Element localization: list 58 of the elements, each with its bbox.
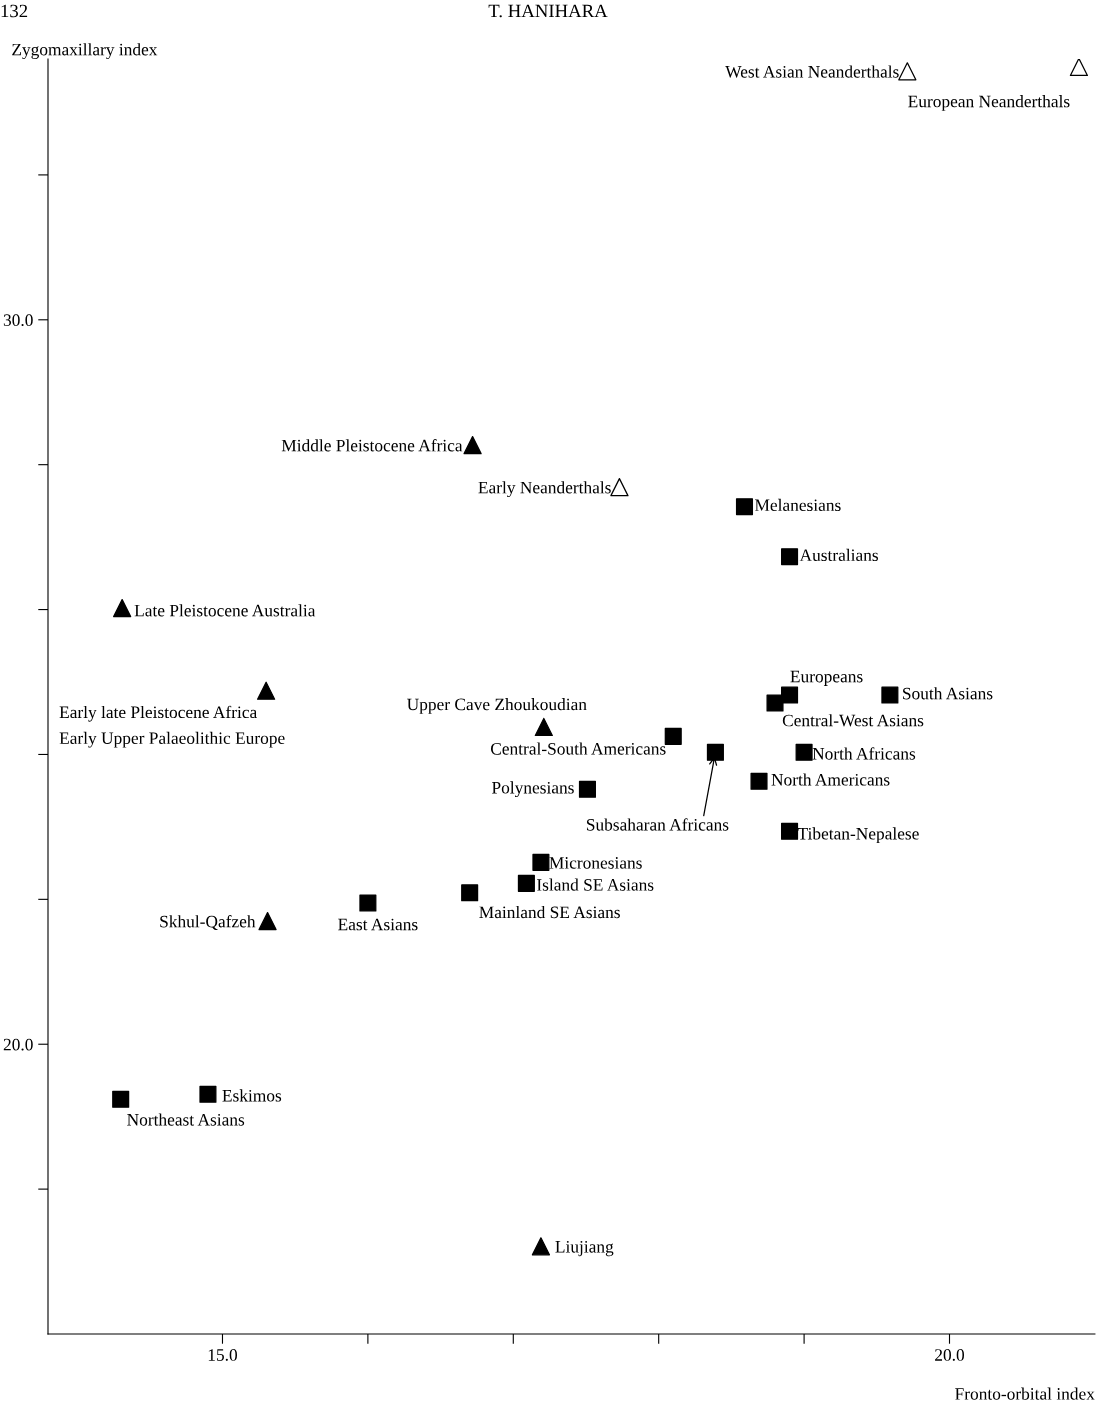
annotation: Eskimos xyxy=(222,1089,282,1102)
point xyxy=(463,435,482,455)
annotation: Skhul-Qafzeh xyxy=(160,915,256,931)
point xyxy=(461,884,479,902)
annotation: East Asians xyxy=(338,918,418,931)
annotation: Early late Pleistocene Africa xyxy=(59,705,257,722)
point xyxy=(795,743,813,761)
point xyxy=(258,911,277,931)
point xyxy=(531,1237,551,1256)
annotation: Late Pleistocene Australia xyxy=(134,604,316,617)
text: T. HANIHARA xyxy=(488,4,608,18)
point xyxy=(532,853,550,871)
annotation: Subsaharan Africans xyxy=(586,818,729,831)
annotation: Europeans xyxy=(790,670,863,686)
annotation: North Americans xyxy=(771,773,890,786)
point xyxy=(781,686,799,704)
point xyxy=(534,717,553,737)
annotation: Central-South Americans xyxy=(490,742,666,755)
point xyxy=(706,743,724,761)
point xyxy=(113,598,132,618)
annotation: West Asian Neanderthals xyxy=(725,65,899,78)
annotation: South Asians xyxy=(903,687,993,700)
point xyxy=(578,780,596,798)
annotation: Northeast Asians xyxy=(127,1113,245,1126)
text: 132 xyxy=(1,4,28,18)
y-axis-title: Zygomaxillary index xyxy=(12,43,158,59)
x-axis-title: Fronto-orbital index xyxy=(955,1387,1095,1400)
point xyxy=(610,478,629,497)
annotation: Liujiang xyxy=(555,1240,614,1257)
point xyxy=(781,822,799,840)
annotation: Central-West Asians xyxy=(782,714,924,727)
annotation: Polynesians xyxy=(491,781,574,798)
point xyxy=(517,874,535,892)
annotation: Tibetan-Nepalese xyxy=(797,827,919,844)
annotation: Early Neanderthals xyxy=(478,481,611,498)
point xyxy=(1069,59,1089,77)
point xyxy=(735,498,754,516)
x-tick-label: 15.0 xyxy=(208,1349,238,1361)
annotation: Micronesians xyxy=(549,857,642,869)
point xyxy=(199,1085,217,1103)
point xyxy=(256,681,276,700)
point xyxy=(112,1090,130,1108)
point xyxy=(898,62,917,81)
annotation: European Neanderthals xyxy=(908,95,1070,111)
point xyxy=(766,694,784,712)
annotation: Mainland SE Asians xyxy=(479,905,620,919)
point xyxy=(881,686,899,704)
annotation: Early Upper Palaeolithic Europe xyxy=(59,731,285,748)
y-tick-label: 30.0 xyxy=(3,314,33,327)
point xyxy=(664,727,682,745)
annotation: Island SE Asians xyxy=(537,878,654,891)
point xyxy=(781,548,799,566)
point xyxy=(359,894,377,912)
annotation: Upper Cave Zhoukoudian xyxy=(407,698,587,714)
annotation: Middle Pleistocene Africa xyxy=(281,439,463,452)
annotation: Melanesians xyxy=(754,498,841,512)
point xyxy=(750,772,768,790)
annotation: Australians xyxy=(799,548,878,562)
